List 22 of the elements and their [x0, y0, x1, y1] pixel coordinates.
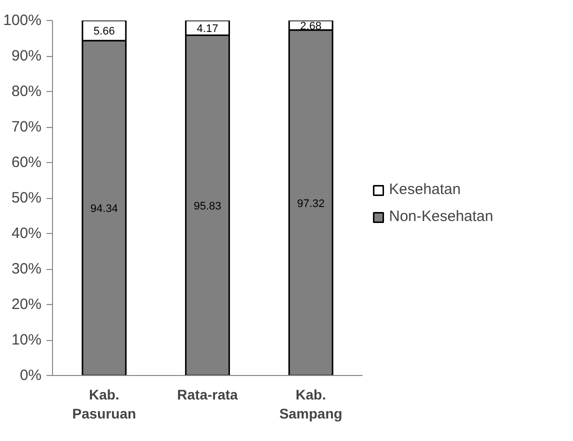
- y-tick-label: 70%: [11, 118, 42, 136]
- data-label: 97.32: [297, 198, 325, 210]
- y-tick-label: 80%: [11, 83, 42, 100]
- data-label: 4.17: [196, 22, 218, 35]
- y-tick-label: 40%: [11, 225, 42, 242]
- legend-label: Kesehatan: [389, 181, 461, 198]
- x-tick-label: Kab. Pasuruan: [72, 386, 136, 422]
- y-tick-label: 100%: [3, 12, 42, 29]
- y-tick-label: 20%: [11, 296, 42, 313]
- data-label: 5.66: [93, 26, 115, 38]
- y-tick-label: 50%: [11, 190, 42, 206]
- y-tick-label: 10%: [11, 332, 42, 348]
- y-tick-label: 60%: [11, 154, 42, 171]
- y-tick-label: 0%: [20, 367, 42, 384]
- data-label: 95.83: [194, 200, 222, 212]
- data-label: 94.34: [90, 203, 118, 216]
- legend-label: Non-Kesehatan: [389, 208, 494, 225]
- x-tick-label: Kab. Sampang: [279, 386, 342, 422]
- y-tick-label: 30%: [11, 260, 42, 278]
- x-tick-label: Rata-rata: [177, 386, 238, 402]
- y-tick-label: 90%: [11, 48, 42, 64]
- data-label: 2.68: [300, 20, 322, 32]
